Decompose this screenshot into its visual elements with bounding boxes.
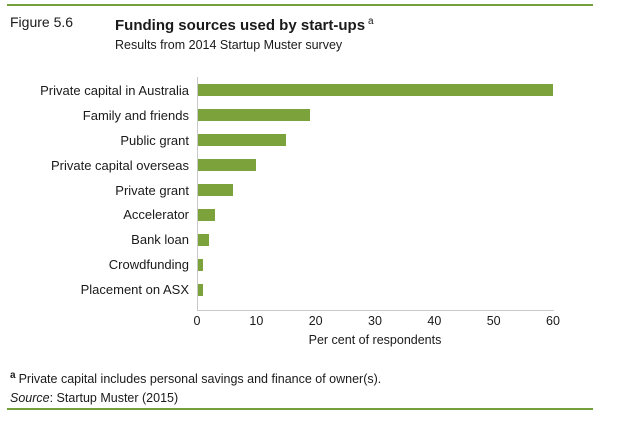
bar-row: Private capital in Australia [0, 78, 634, 103]
bar-row: Accelerator [0, 202, 634, 227]
bar-track [197, 109, 634, 122]
category-label: Crowdfunding [108, 257, 189, 273]
bar [197, 84, 553, 97]
bar-track [197, 233, 634, 246]
bar [197, 283, 203, 296]
bar-track [197, 208, 634, 221]
bar [197, 134, 286, 147]
x-axis-line [196, 309, 554, 311]
category-label: Public grant [120, 132, 189, 148]
x-axis-ticks: 0 10 20 30 40 50 60 [193, 314, 560, 328]
x-tick-label: 10 [249, 314, 264, 328]
title-footnote-marker: a [368, 16, 374, 27]
bar-chart: Private capital in Australia Family and f… [0, 78, 634, 302]
figure-header: Figure 5.6 Funding sources used by start… [10, 13, 374, 53]
bar-track [197, 134, 634, 147]
x-axis-label: Per cent of respondents [308, 333, 442, 347]
x-tick-label: 20 [308, 314, 323, 328]
x-tick-label: 50 [486, 314, 501, 328]
x-tick-label: 40 [427, 314, 442, 328]
bar [197, 208, 215, 221]
figure-title-block: Funding sources used by start-ups a Resul… [115, 13, 374, 53]
figure-title-text: Funding sources used by start-ups [115, 17, 366, 34]
bar [197, 109, 310, 122]
source-line: Source: Startup Muster (2015) [10, 391, 178, 405]
bar-track [197, 159, 634, 172]
bar [197, 258, 203, 271]
bar [197, 184, 233, 196]
bar-row: Placement on ASX [0, 277, 634, 302]
x-tick-label: 30 [368, 314, 382, 328]
y-axis-line [196, 77, 198, 311]
footnote-text: Private capital includes personal saving… [18, 372, 382, 387]
top-divider [7, 4, 593, 6]
figure-subtitle: Results from 2014 Startup Muster survey [115, 38, 343, 52]
source-label: Source [10, 391, 50, 405]
bar-row: Public grant [0, 128, 634, 153]
bar-row: Family and friends [0, 103, 634, 128]
footnote-marker: a [10, 370, 16, 381]
category-label: Family and friends [82, 107, 189, 123]
category-label: Placement on ASX [80, 282, 189, 298]
bar-row: Crowdfunding [0, 252, 634, 277]
category-label: Private capital overseas [50, 157, 189, 173]
bar-row: Private grant [0, 178, 634, 203]
figure-number: Figure 5.6 [10, 14, 74, 30]
category-label: Bank loan [131, 232, 189, 248]
x-tick-label: 0 [193, 314, 201, 328]
bar-track [197, 184, 634, 196]
bar-track [197, 84, 634, 97]
bar-row: Bank loan [0, 227, 634, 252]
footnote: a Private capital includes personal savin… [10, 370, 381, 386]
source-text: : Startup Muster (2015) [49, 391, 179, 405]
bar [197, 233, 209, 246]
bottom-divider [7, 408, 593, 410]
bar-track [197, 258, 634, 271]
bar [197, 159, 257, 172]
figure-title: Funding sources used by start-ups a [115, 13, 374, 35]
category-label: Accelerator [123, 207, 189, 223]
x-tick-label: 60 [546, 314, 560, 328]
category-label: Private grant [115, 182, 189, 198]
bar-row: Private capital overseas [0, 153, 634, 178]
category-label: Private capital in Australia [40, 82, 189, 98]
bar-track [197, 283, 634, 296]
